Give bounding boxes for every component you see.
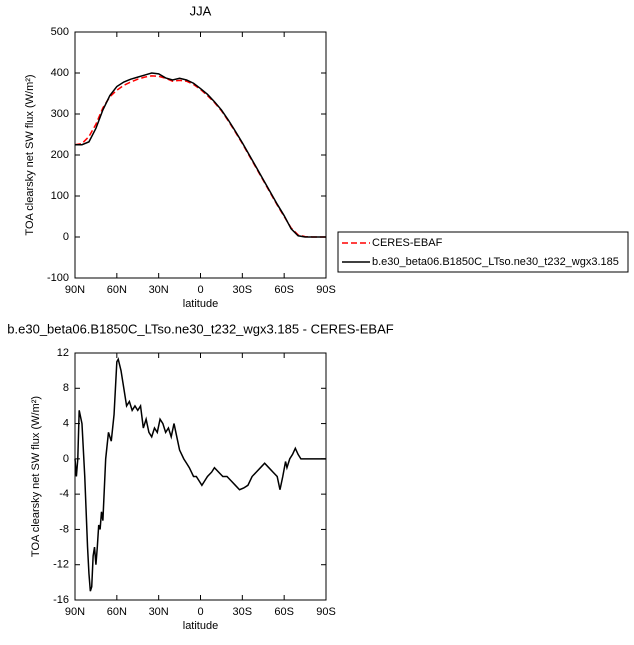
y-tick-label: 0	[63, 453, 69, 465]
x-tick-label: 90S	[316, 606, 336, 618]
y-tick-label: -12	[53, 559, 69, 571]
x-tick-label: 60S	[274, 606, 294, 618]
plot-frame	[74, 31, 327, 279]
y-tick-label: 100	[51, 190, 69, 202]
data-line	[74, 357, 326, 592]
x-tick-label: 0	[197, 606, 203, 618]
plot-frame	[74, 352, 327, 601]
x-tick-label: 90S	[316, 284, 336, 296]
legend-box	[337, 231, 629, 273]
x-axis-label: latitude	[183, 298, 218, 310]
data-line	[75, 72, 326, 238]
y-tick-label: 0	[63, 231, 69, 243]
y-tick-label: -16	[53, 594, 69, 606]
y-tick-label: 4	[63, 417, 69, 429]
y-tick-label: -4	[59, 488, 69, 500]
x-tick-label: 90N	[65, 606, 85, 618]
x-tick-label: 30N	[149, 284, 169, 296]
x-tick-label: 30S	[233, 284, 253, 296]
legend-label: b.e30_beta06.B1850C_LTso.ne30_t232_wgx3.…	[372, 256, 619, 268]
chart-title: JJA	[190, 3, 212, 18]
y-axis-label: TOA clearsky net SW flux (W/m²)	[30, 396, 42, 557]
legend-label: CERES-EBAF	[372, 237, 443, 249]
y-tick-label: 400	[51, 67, 69, 79]
x-axis-label: latitude	[183, 620, 218, 632]
y-tick-label: 8	[63, 382, 69, 394]
x-tick-label: 60N	[107, 284, 127, 296]
x-tick-label: 90N	[65, 284, 85, 296]
data-line	[74, 75, 326, 238]
y-tick-label: 200	[51, 149, 69, 161]
x-tick-label: 30S	[233, 606, 253, 618]
y-tick-label: -8	[59, 523, 69, 535]
y-tick-label: 300	[51, 108, 69, 120]
y-tick-label: 500	[51, 26, 69, 38]
y-tick-label: 12	[57, 347, 69, 359]
chart-title: b.e30_beta06.B1850C_LTso.ne30_t232_wgx3.…	[7, 321, 393, 336]
x-tick-label: 30N	[149, 606, 169, 618]
x-tick-label: 60N	[107, 606, 127, 618]
y-axis-label: TOA clearsky net SW flux (W/m²)	[24, 74, 36, 235]
x-tick-label: 0	[197, 284, 203, 296]
y-tick-label: -100	[47, 272, 69, 284]
x-tick-label: 60S	[274, 284, 294, 296]
